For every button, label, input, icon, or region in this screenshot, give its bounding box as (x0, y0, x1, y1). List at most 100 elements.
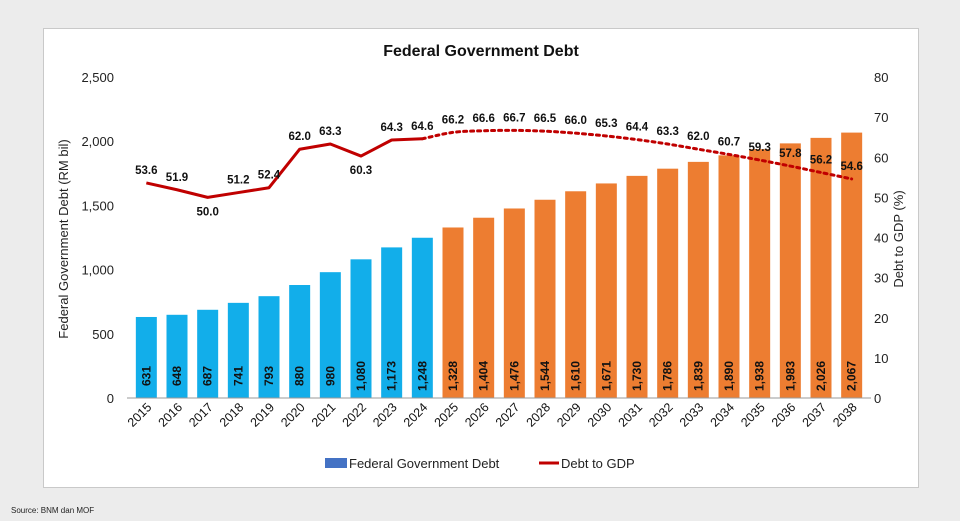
x-tick-label: 2024 (401, 400, 431, 430)
line-value-label: 57.8 (779, 148, 802, 160)
line-value-label: 50.0 (196, 206, 218, 218)
line-value-label: 66.7 (503, 112, 525, 124)
y2-tick-label: 10 (874, 351, 888, 366)
bar-value-label: 1,476 (507, 361, 521, 391)
line-value-label: 60.7 (718, 136, 740, 148)
x-tick-label: 2022 (340, 400, 370, 430)
bar-2019 (258, 296, 280, 398)
bar-value-label: 2,067 (845, 361, 859, 391)
bar-2027 (503, 208, 525, 398)
debt-to-gdp-line-projected (420, 128, 854, 181)
y-tick-label: 500 (92, 327, 114, 342)
line-value-label: 62.0 (687, 131, 709, 143)
legend-swatch-debt (325, 458, 347, 468)
x-tick-label: 2027 (493, 400, 523, 430)
line-value-label: 51.9 (166, 172, 188, 184)
bars-layer: 631 648 687 741 793 880 980 1,080 1,173 1,248 1,32… (135, 132, 863, 398)
y2-tick-label: 50 (874, 190, 888, 205)
x-tick-label: 2034 (708, 400, 738, 430)
x-tick-label: 2030 (585, 400, 615, 430)
bar-value-label: 631 (139, 366, 153, 386)
bar-value-label: 1,610 (569, 361, 583, 391)
y-tick-label: 2,500 (81, 70, 114, 85)
line-value-label: 62.0 (288, 131, 310, 143)
bar-value-label: 1,671 (599, 361, 613, 391)
line-value-label: 53.6 (135, 165, 157, 177)
bar-value-label: 1,544 (538, 361, 552, 391)
line-value-label: 52.4 (258, 170, 281, 182)
bar-value-label: 1,404 (477, 361, 491, 391)
y2-tick-label: 30 (874, 271, 888, 286)
x-tick-label: 2021 (309, 400, 339, 430)
line-value-label: 63.3 (319, 126, 341, 138)
line-value-label: 64.3 (380, 122, 402, 134)
y2-tick-label: 0 (874, 391, 881, 406)
bar-value-label: 1,890 (722, 361, 736, 391)
x-tick-label: 2019 (248, 400, 278, 430)
legend-label-debt: Federal Government Debt (349, 456, 500, 471)
y-tick-label: 0 (107, 391, 114, 406)
x-tick-label: 2033 (677, 400, 707, 430)
bar-2017 (197, 309, 219, 398)
bar-2024 (411, 237, 433, 398)
bar-2031 (626, 175, 648, 398)
x-tick-label: 2038 (830, 400, 860, 430)
line-value-label: 64.4 (626, 122, 649, 134)
bar-2023 (381, 247, 403, 398)
x-tick-label: 2016 (156, 400, 186, 430)
y2-tick-label: 60 (874, 150, 888, 165)
y2-tick-label: 20 (874, 311, 888, 326)
bar-2021 (319, 272, 341, 398)
y-tick-label: 2,000 (81, 134, 114, 149)
x-tick-label: 2020 (278, 400, 308, 430)
bar-2028 (534, 199, 556, 398)
bar-2018 (227, 302, 249, 398)
line-value-label: 66.6 (472, 113, 494, 125)
bar-value-label: 648 (170, 366, 184, 386)
bar-2015 (135, 316, 157, 398)
x-tick-label: 2017 (186, 400, 216, 430)
x-tick-label: 2015 (125, 400, 155, 430)
line-value-label: 54.6 (840, 161, 862, 173)
y2-tick-label: 40 (874, 231, 888, 246)
bar-value-label: 1,248 (415, 361, 429, 391)
bar-value-label: 1,730 (630, 361, 644, 391)
bar-2026 (473, 217, 495, 398)
bar-2032 (657, 168, 679, 398)
bar-value-label: 1,080 (354, 361, 368, 391)
x-tick-label: 2035 (738, 400, 768, 430)
y-tick-label: 1,000 (81, 263, 114, 278)
x-tick-label: 2036 (769, 400, 799, 430)
bar-value-label: 1,786 (661, 361, 675, 391)
source-note: Source: BNM dan MOF (11, 506, 95, 515)
bar-2030 (595, 183, 617, 398)
bar-2034 (718, 155, 740, 398)
line-value-label: 60.3 (350, 165, 372, 177)
bar-value-label: 793 (262, 366, 276, 386)
bar-2036 (779, 143, 801, 398)
legend: Federal Government Debt Debt to GDP (325, 456, 635, 471)
x-tick-label: 2032 (646, 400, 676, 430)
bar-2033 (687, 161, 709, 398)
line-value-label: 66.5 (534, 113, 557, 125)
line-value-label: 51.2 (227, 175, 249, 187)
bar-2016 (166, 314, 188, 398)
x-tick-label: 2026 (462, 400, 492, 430)
bar-2025 (442, 227, 464, 398)
legend-label-ratio: Debt to GDP (561, 456, 635, 471)
x-tick-label: 2023 (370, 400, 400, 430)
bar-2029 (565, 191, 587, 398)
line-value-label: 65.3 (595, 118, 617, 130)
line-layer: 53.6 51.9 50.0 51.2 52.4 62.0 63.3 60.3 64.3 64.6… (135, 112, 863, 218)
line-value-label: 63.3 (656, 126, 678, 138)
y2-tick-label: 80 (874, 70, 888, 85)
chart-title: Federal Government Debt (383, 43, 579, 60)
line-value-label: 66.2 (442, 114, 464, 126)
bar-value-label: 2,026 (814, 361, 828, 391)
bar-value-label: 1,328 (446, 361, 460, 391)
x-tick-label: 2025 (432, 400, 462, 430)
bar-2038 (841, 132, 863, 398)
line-value-label: 56.2 (810, 154, 832, 166)
bar-2037 (810, 137, 832, 398)
bar-value-label: 1,983 (783, 361, 797, 391)
